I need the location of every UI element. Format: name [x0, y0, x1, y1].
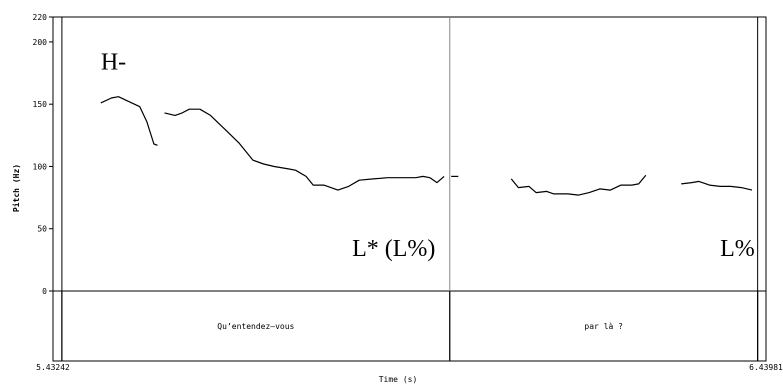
y-tick-label: 150 [33, 100, 48, 109]
y-tick-label: 100 [33, 162, 48, 171]
y-axis: 0 50 100 150 200 220 [33, 13, 53, 296]
tone-label: H- [101, 49, 126, 75]
x-tick-label-start: 5.43242 [36, 363, 70, 372]
plot-frame [52, 16, 767, 362]
pitch-segment [100, 96, 158, 146]
tone-annotations: H- L* (L%) L% [101, 49, 755, 262]
x-axis-label: Time (s) [379, 375, 418, 384]
pitch-segment [681, 180, 753, 191]
tier-intervals: Qu’entendez–vous par là ? [217, 322, 623, 331]
tier-interval-label: Qu’entendez–vous [217, 322, 294, 331]
y-tick-label: 50 [37, 225, 47, 234]
y-tick-label: 0 [42, 287, 47, 296]
pitch-segment [164, 108, 445, 191]
y-axis-label: Pitch (Hz) [11, 164, 21, 212]
x-tick-label-end: 6.43981 [749, 363, 783, 372]
tier-interval-label: par là ? [584, 322, 623, 331]
plot-border [52, 16, 767, 362]
pitch-contour [100, 96, 753, 196]
tone-label: L% [720, 236, 755, 262]
pitch-segment [510, 174, 647, 196]
y-tick-label: 220 [33, 13, 48, 22]
tone-label: L* (L%) [352, 236, 435, 262]
y-tick-label: 200 [33, 38, 48, 47]
tier-boundaries [61, 17, 759, 361]
